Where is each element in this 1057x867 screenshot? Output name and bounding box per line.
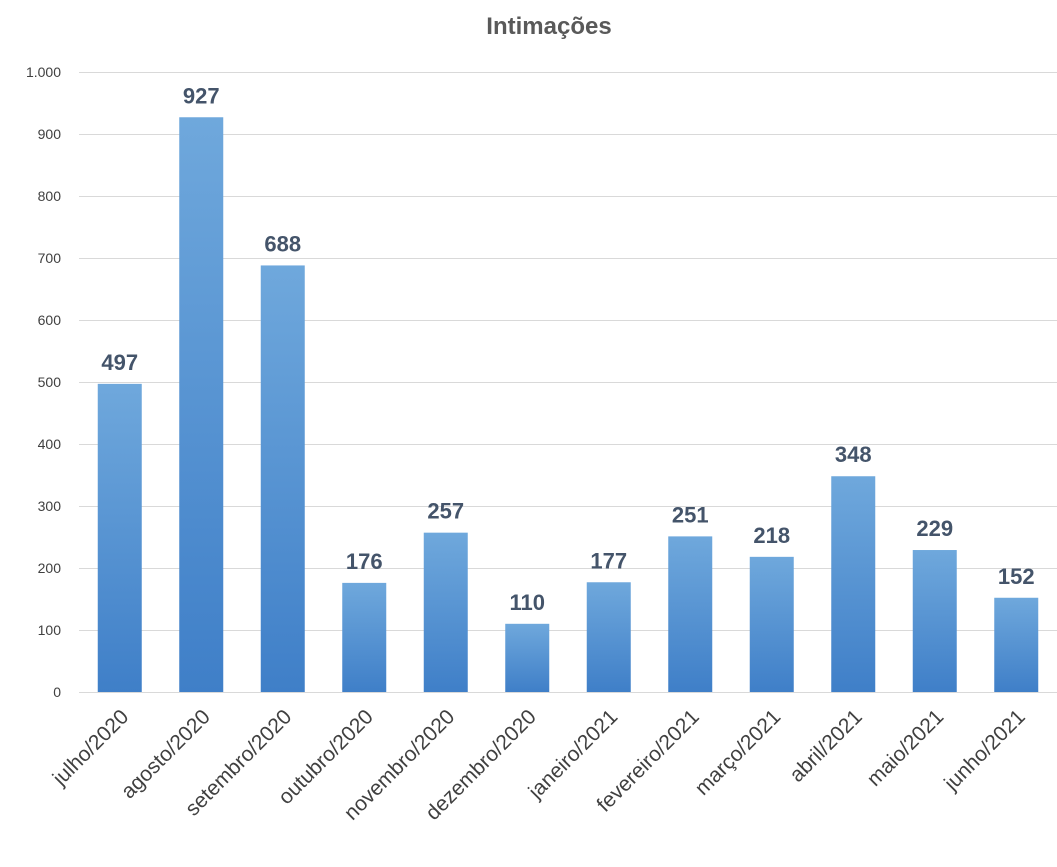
data-label: 927 <box>183 83 220 108</box>
x-axis-ticks: julho/2020agosto/2020setembro/2020outubr… <box>48 705 1030 824</box>
bar <box>260 265 305 692</box>
bar <box>179 117 224 692</box>
y-tick-label: 600 <box>38 312 62 328</box>
data-label: 176 <box>346 549 383 574</box>
bar <box>831 476 876 692</box>
y-axis-ticks: 0 100 200 300 400 500 600 700 800 900 1.000 <box>26 64 61 700</box>
data-label: 251 <box>672 502 709 527</box>
data-label: 152 <box>998 564 1035 589</box>
bar <box>668 536 713 692</box>
y-tick-label: 0 <box>53 684 61 700</box>
data-labels: 497 927 688 176 257 110 177 251 218 348 229 152 <box>101 83 1034 615</box>
y-tick-label: 500 <box>38 374 62 390</box>
data-label: 688 <box>264 231 301 256</box>
chart-title: Intimações <box>486 13 611 40</box>
bar <box>342 582 387 692</box>
data-label: 177 <box>590 548 627 573</box>
bar <box>994 597 1039 692</box>
gridlines <box>79 72 1057 693</box>
data-label: 110 <box>510 590 546 615</box>
x-tick-label: julho/2020 <box>48 705 134 791</box>
y-tick-label: 700 <box>38 250 62 266</box>
bar <box>97 383 142 692</box>
data-label: 497 <box>101 350 138 375</box>
bar <box>749 556 794 692</box>
y-tick-label: 800 <box>38 188 62 204</box>
bar <box>423 532 468 692</box>
y-tick-label: 200 <box>38 560 62 576</box>
data-label: 218 <box>753 523 790 548</box>
bars <box>97 117 1039 692</box>
bar <box>586 582 631 692</box>
data-label: 257 <box>427 499 464 524</box>
x-tick-label: março/2021 <box>691 705 786 800</box>
y-tick-label: 100 <box>38 622 62 638</box>
data-label: 229 <box>916 516 953 541</box>
y-tick-label: 900 <box>38 126 62 142</box>
y-tick-label: 300 <box>38 498 62 514</box>
bar <box>912 550 957 692</box>
x-tick-label: maio/2021 <box>863 705 949 791</box>
bar <box>505 623 550 692</box>
y-tick-label: 400 <box>38 436 62 452</box>
x-tick-label: abril/2021 <box>785 705 866 786</box>
y-tick-label: 1.000 <box>26 64 61 80</box>
data-label: 348 <box>835 442 872 467</box>
x-tick-label: junho/2021 <box>939 705 1029 795</box>
